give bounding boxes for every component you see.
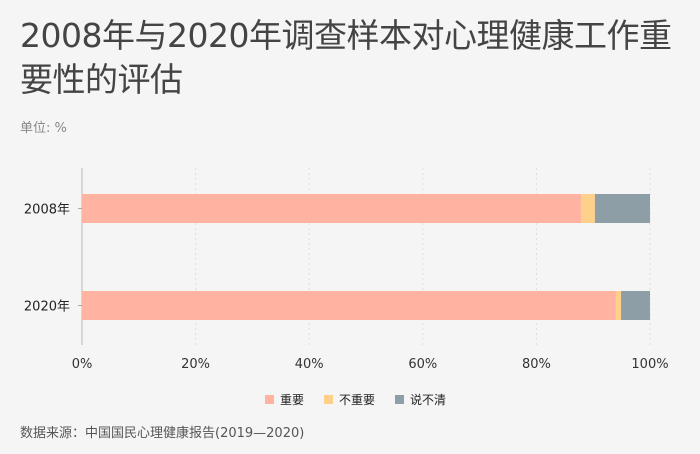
x-tick-label: 80% [522,357,551,372]
y-tick-label: 2008年 [24,203,70,218]
legend-swatch [395,395,404,404]
x-tick-label: 60% [408,357,437,372]
bar-segment [82,291,616,320]
x-tick-label: 100% [631,357,668,372]
x-tick-label: 40% [295,357,324,372]
legend-label: 重要 [280,393,304,407]
bar-segment [594,194,650,223]
bar-segment [82,194,582,223]
legend-label: 说不清 [410,392,446,407]
chart-title: 2008年与2020年调查样本对心理健康工作重要性的评估 [20,16,672,99]
unit-label: 单位: % [20,121,67,136]
legend-swatch [265,395,274,404]
legend-swatch [324,395,333,404]
bar-segment [621,291,650,320]
bar-segment [615,291,622,320]
x-tick-label: 0% [72,357,93,372]
y-tick-label: 2020年 [24,300,70,315]
source-note: 数据来源：中国国民心理健康报告(2019—2020) [20,426,305,441]
bar-segment [581,194,595,223]
x-tick-label: 20% [181,357,210,372]
legend-label: 不重要 [339,393,375,407]
